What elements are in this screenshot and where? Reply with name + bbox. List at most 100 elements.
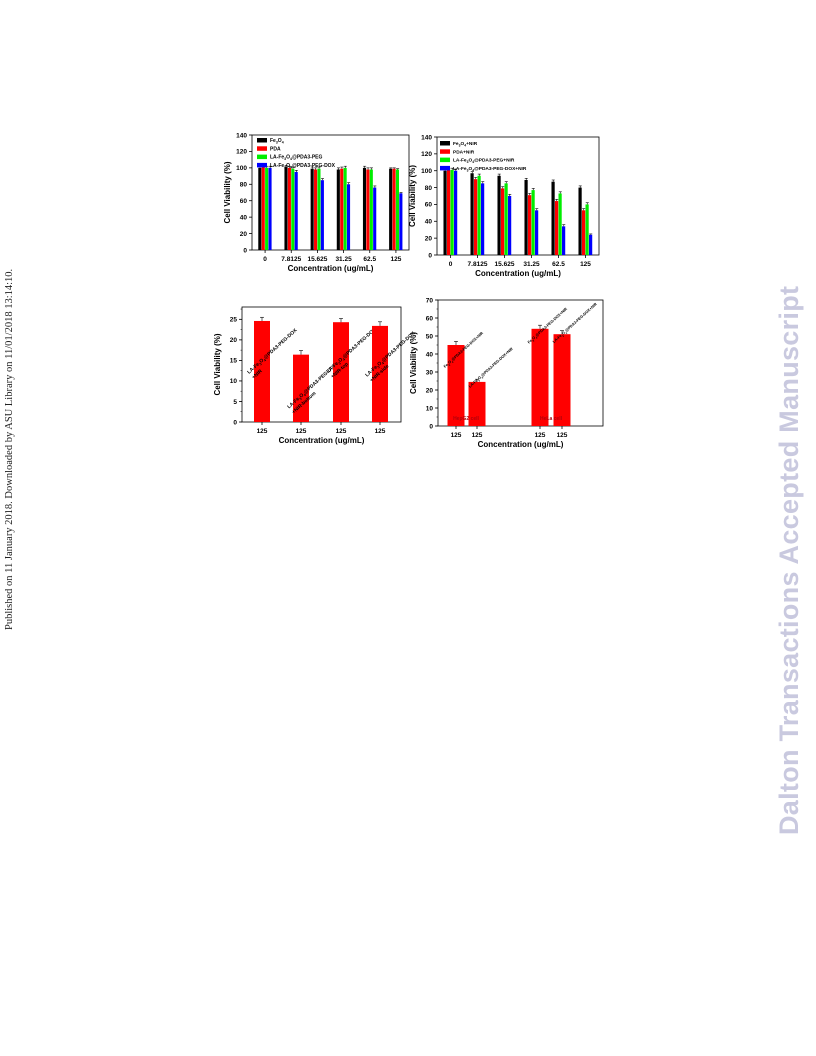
x-axis-label: Concentration (ug/mL) [475,269,561,278]
y-axis-label: Cell Viability (%) [408,165,417,227]
y-tick-label: 20 [230,337,238,344]
bar [481,183,485,255]
bar [261,166,265,250]
bar [504,183,508,255]
x-axis-label: Concentration (ug/mL) [279,436,365,445]
bar [268,167,272,250]
plot-frame [251,134,410,251]
y-tick-label: 20 [240,231,248,238]
x-axis-label: Concentration (ug/mL) [288,264,374,273]
y-tick-label: 120 [421,151,432,158]
bar [291,168,295,250]
chart-a: 0 20 40 60 80 100 120 140 0 7.8125 15.625 31.25 62.5… [223,132,410,273]
x-tick-label: 125 [336,428,347,435]
legend-label: Fe3O4+NIR [453,141,478,148]
bar [314,169,318,250]
bar [336,169,340,250]
x-tick-label: 125 [296,428,307,435]
y-tick-label: 60 [240,198,248,205]
x-tick-label: 62.5 [363,256,376,263]
y-tick-label: 0 [243,247,247,254]
x-tick-label: 0 [263,256,267,263]
bar [554,201,559,255]
y-tick-label: 15 [230,358,238,365]
y-tick-label: 120 [236,149,247,156]
legend-swatch [440,157,450,163]
bar [293,354,309,422]
y-axis-label: Cell Viability (%) [213,333,222,395]
publication-info: Published on 11 January 2018. Downloaded… [4,268,15,630]
bar [581,210,586,255]
y-tick-label: 140 [421,134,432,141]
legend-swatch [257,146,267,151]
bar [287,167,291,250]
legend-label: LA-Fe3O4@PDA3-PEG-DOX [270,163,336,170]
x-tick-label: 125 [451,432,462,439]
x-tick-label: 125 [390,256,401,263]
bar [477,175,481,255]
bar [553,334,571,426]
bar [369,169,373,250]
legend-swatch [440,141,450,146]
chart-b: 0 20 40 60 80 100 120 140 0 7.8125 15.625 31.25 62.5… [408,134,600,278]
legend-label: LA-Fe3O4@PDA3-PEG-DOX+NIR [453,166,527,173]
bar [562,226,566,255]
bar [585,204,589,255]
bar [450,169,454,255]
bar [578,187,582,255]
y-tick-label: 60 [425,202,433,209]
y-tick-label: 10 [230,378,238,385]
bar-label: LA-Fe3O4@PDA3-PEG-DOX+NIR [468,347,515,390]
x-tick-label: 125 [472,432,483,439]
legend-swatch [440,165,450,171]
bar [447,345,465,426]
bar [254,320,270,422]
y-axis-label: Cell Viability (%) [409,332,418,394]
y-tick-label: 25 [230,317,238,324]
bar [524,179,528,255]
bar [366,169,370,250]
legend-swatch [257,138,267,143]
bar [258,167,262,250]
bar [362,167,367,250]
y-tick-label: 80 [425,185,433,192]
bar [527,195,532,255]
y-tick-label: 140 [236,132,247,139]
bar [343,167,347,250]
bar [399,193,403,250]
plot-frame [241,306,402,423]
legend-label: LA-Fe3O4@PDA3-PEG [270,155,323,162]
x-tick-label: 125 [375,428,386,435]
bar-label: LA-Fe3O4@PDA3-PEG-DOX+NIR [552,302,599,345]
x-tick-label: 125 [557,432,568,439]
y-tick-label: 80 [240,182,248,189]
x-axis-label: Concentration (ug/mL) [478,440,564,449]
bar [265,167,269,250]
y-tick-label: 40 [425,219,433,226]
bar [508,196,512,255]
y-tick-label: 30 [426,369,434,376]
bar [389,168,393,250]
y-tick-label: 40 [240,214,248,221]
legend-label: PDA+NIR [453,149,475,155]
bar [558,193,562,255]
bar [317,168,321,250]
y-axis-label: Cell Viability (%) [223,161,232,223]
bar [310,168,314,250]
y-tick-label: 50 [426,333,434,340]
bar [531,328,549,426]
bar [392,168,396,250]
y-tick-label: 20 [425,235,433,242]
legend-swatch [257,154,267,160]
bar [373,187,377,250]
bar [589,234,593,255]
bar [443,170,447,255]
y-tick-label: 0 [428,252,432,259]
bar [333,322,349,422]
chart-d: 010203040506070125Fe3O4@PDA3-PEG-DOX+NIR… [409,297,604,449]
plot-frame [436,136,600,256]
y-tick-label: 0 [429,423,433,430]
x-tick-label: 62.5 [552,261,565,268]
x-tick-label: 31.25 [523,261,540,268]
bar [346,184,351,250]
